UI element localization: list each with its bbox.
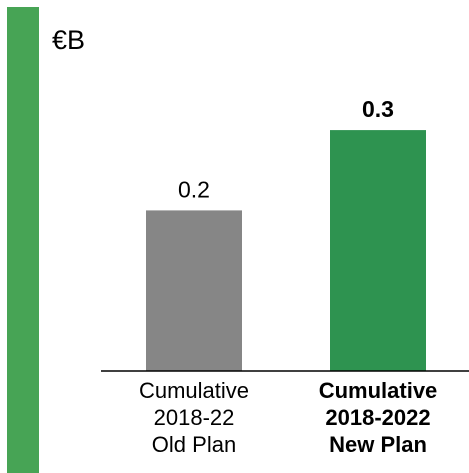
category-label-1-line-1: Cumulative	[139, 378, 249, 403]
value-label-1: 0.2	[178, 176, 210, 202]
category-label-1-line-2: 2018-22	[154, 405, 235, 430]
category-label-1-line-3: Old Plan	[152, 432, 236, 457]
category-label-2-line-3: New Plan	[329, 432, 427, 457]
unit-label: €B	[52, 25, 85, 55]
category-label-2-line-1: Cumulative	[319, 378, 438, 403]
value-label-2: 0.3	[362, 96, 394, 122]
bars-layer	[146, 130, 426, 371]
bar-1	[146, 210, 242, 371]
category-label-2-line-2: 2018-2022	[325, 405, 430, 430]
decorative-accent-bar	[7, 7, 39, 473]
bar-2	[330, 130, 426, 371]
